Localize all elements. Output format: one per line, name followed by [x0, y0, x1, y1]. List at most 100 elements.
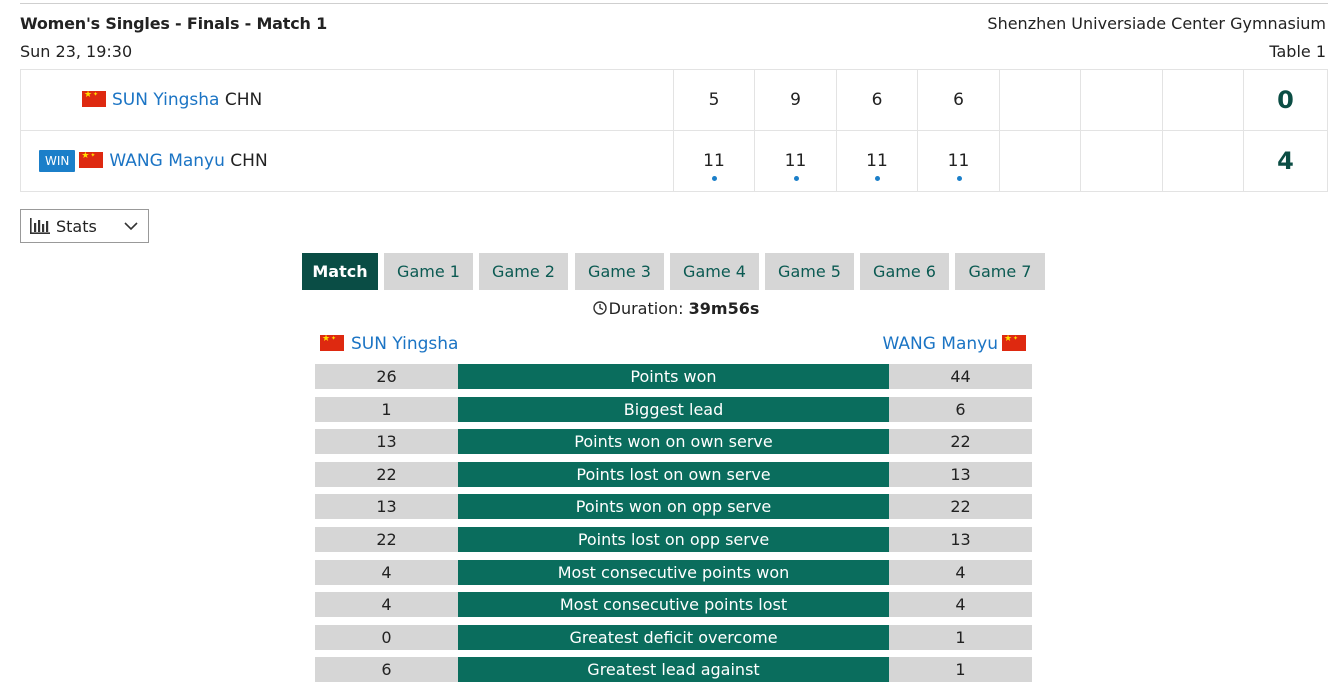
stats-comparison: 26 Points won 44 1 Biggest lead 6 13 Poi…: [315, 364, 1032, 690]
china-flag-icon: [82, 91, 106, 107]
stat-right-value: 13: [889, 461, 1032, 487]
china-flag-icon: [79, 152, 104, 168]
game-score: [999, 69, 1081, 131]
game-win-dot-icon: [956, 176, 962, 181]
game-score-cell: 11: [673, 130, 755, 192]
game-score: [1080, 69, 1163, 131]
stat-left-value: 6: [315, 657, 458, 683]
bar-chart-icon: [30, 218, 50, 234]
stat-label: Most consecutive points lost: [458, 592, 889, 618]
stat-left-value: 1: [315, 396, 458, 422]
game-score: [1080, 130, 1163, 192]
stat-label: Greatest deficit overcome: [458, 624, 889, 650]
table-number: Table 1: [1269, 42, 1326, 61]
match-duration: Duration: 39m56s: [0, 299, 1336, 318]
player-link[interactable]: SUN Yingsha: [112, 90, 220, 110]
stat-row: 4 Most consecutive points won 4: [315, 559, 1032, 585]
stat-row: 22 Points lost on own serve 13: [315, 461, 1032, 487]
top-divider: [20, 3, 1328, 4]
stat-row: 26 Points won 44: [315, 364, 1032, 389]
chevron-down-icon: [124, 222, 138, 231]
game-score: 6: [836, 69, 918, 131]
game-score: 11: [947, 151, 970, 171]
stats-dropdown[interactable]: Stats: [20, 209, 149, 243]
left-player-header: SUN Yingsha: [320, 334, 458, 354]
stat-right-value: 22: [889, 494, 1032, 520]
tab-game-2[interactable]: Game 2: [479, 253, 568, 290]
right-player-header: WANG Manyu: [882, 334, 1026, 354]
stats-dropdown-label: Stats: [56, 217, 97, 236]
player-country: CHN: [230, 151, 268, 171]
game-score: [1162, 69, 1244, 131]
stat-label: Most consecutive points won: [458, 559, 889, 585]
stat-left-value: 22: [315, 461, 458, 487]
game-score: 11: [784, 151, 807, 171]
game-score: 11: [866, 151, 888, 171]
stat-label: Points lost on own serve: [458, 461, 889, 487]
match-total: 4: [1243, 130, 1328, 192]
stat-right-value: 4: [889, 559, 1032, 585]
clock-icon: [592, 301, 607, 315]
stat-row: 22 Points lost on opp serve 13: [315, 526, 1032, 552]
stat-left-value: 13: [315, 429, 458, 455]
player-cell: SUN Yingsha CHN: [20, 69, 674, 131]
game-score-cell: 11: [754, 130, 837, 192]
stat-right-value: 22: [889, 429, 1032, 455]
tab-game-1[interactable]: Game 1: [384, 253, 473, 290]
tab-game-7[interactable]: Game 7: [955, 253, 1045, 290]
game-score: [999, 130, 1081, 192]
stat-label: Points won on own serve: [458, 429, 889, 455]
stat-label: Points won: [458, 364, 889, 389]
stat-right-value: 1: [889, 657, 1032, 683]
stat-label: Greatest lead against: [458, 657, 889, 683]
stat-left-value: 26: [315, 364, 458, 389]
game-score: 9: [754, 69, 837, 131]
stat-row: 13 Points won on opp serve 22: [315, 494, 1032, 520]
player-link[interactable]: WANG Manyu: [109, 151, 225, 171]
scoreboard-row: SUN Yingsha CHN 5 9 6 6 0: [20, 69, 1328, 131]
stat-left-value: 22: [315, 526, 458, 552]
game-score: 6: [917, 69, 1000, 131]
game-score-cell: 11: [917, 130, 1000, 192]
stat-row: 0 Greatest deficit overcome 1: [315, 624, 1032, 650]
stat-right-value: 13: [889, 526, 1032, 552]
game-win-dot-icon: [712, 176, 717, 181]
stat-label: Biggest lead: [458, 396, 889, 422]
game-score-cell: 11: [836, 130, 918, 192]
stat-row: 13 Points won on own serve 22: [315, 429, 1032, 455]
scoreboard-row: WIN WANG Manyu CHN 11 11 11 11 4: [20, 130, 1328, 192]
tab-match[interactable]: Match: [302, 253, 378, 290]
stat-row: 4 Most consecutive points lost 4: [315, 592, 1032, 618]
stat-right-value: 4: [889, 592, 1032, 618]
game-score: 11: [703, 151, 725, 171]
tab-game-3[interactable]: Game 3: [575, 253, 664, 290]
tab-game-5[interactable]: Game 5: [765, 253, 854, 290]
game-win-dot-icon: [793, 176, 799, 181]
venue: Shenzhen Universiade Center Gymnasium: [987, 14, 1326, 33]
player-country: CHN: [224, 90, 263, 110]
scoreboard: SUN Yingsha CHN 5 9 6 6 0 WIN WANG Manyu …: [20, 69, 1328, 192]
game-score: 5: [673, 69, 755, 131]
stat-left-value: 4: [315, 559, 458, 585]
stat-label: Points lost on opp serve: [458, 526, 889, 552]
china-flag-icon: [1002, 335, 1026, 351]
game-score: [1162, 130, 1244, 192]
tab-game-4[interactable]: Game 4: [670, 253, 759, 290]
match-title: Women's Singles - Finals - Match 1: [20, 14, 328, 33]
duration-value: 39m56s: [688, 299, 760, 318]
stat-right-value: 44: [889, 364, 1032, 389]
stat-row: 1 Biggest lead 6: [315, 396, 1032, 422]
match-datetime: Sun 23, 19:30: [20, 42, 133, 61]
stat-label: Points won on opp serve: [458, 494, 889, 520]
win-badge: WIN: [39, 150, 76, 172]
tab-game-6[interactable]: Game 6: [860, 253, 949, 290]
match-total: 0: [1243, 69, 1328, 131]
left-player-link[interactable]: SUN Yingsha: [351, 334, 459, 354]
right-player-link[interactable]: WANG Manyu: [882, 334, 999, 354]
stat-right-value: 1: [889, 624, 1032, 650]
stat-left-value: 13: [315, 494, 458, 520]
duration-label: Duration:: [608, 299, 684, 318]
game-win-dot-icon: [875, 176, 880, 181]
stat-row: 6 Greatest lead against 1: [315, 657, 1032, 683]
stat-right-value: 6: [889, 396, 1032, 422]
